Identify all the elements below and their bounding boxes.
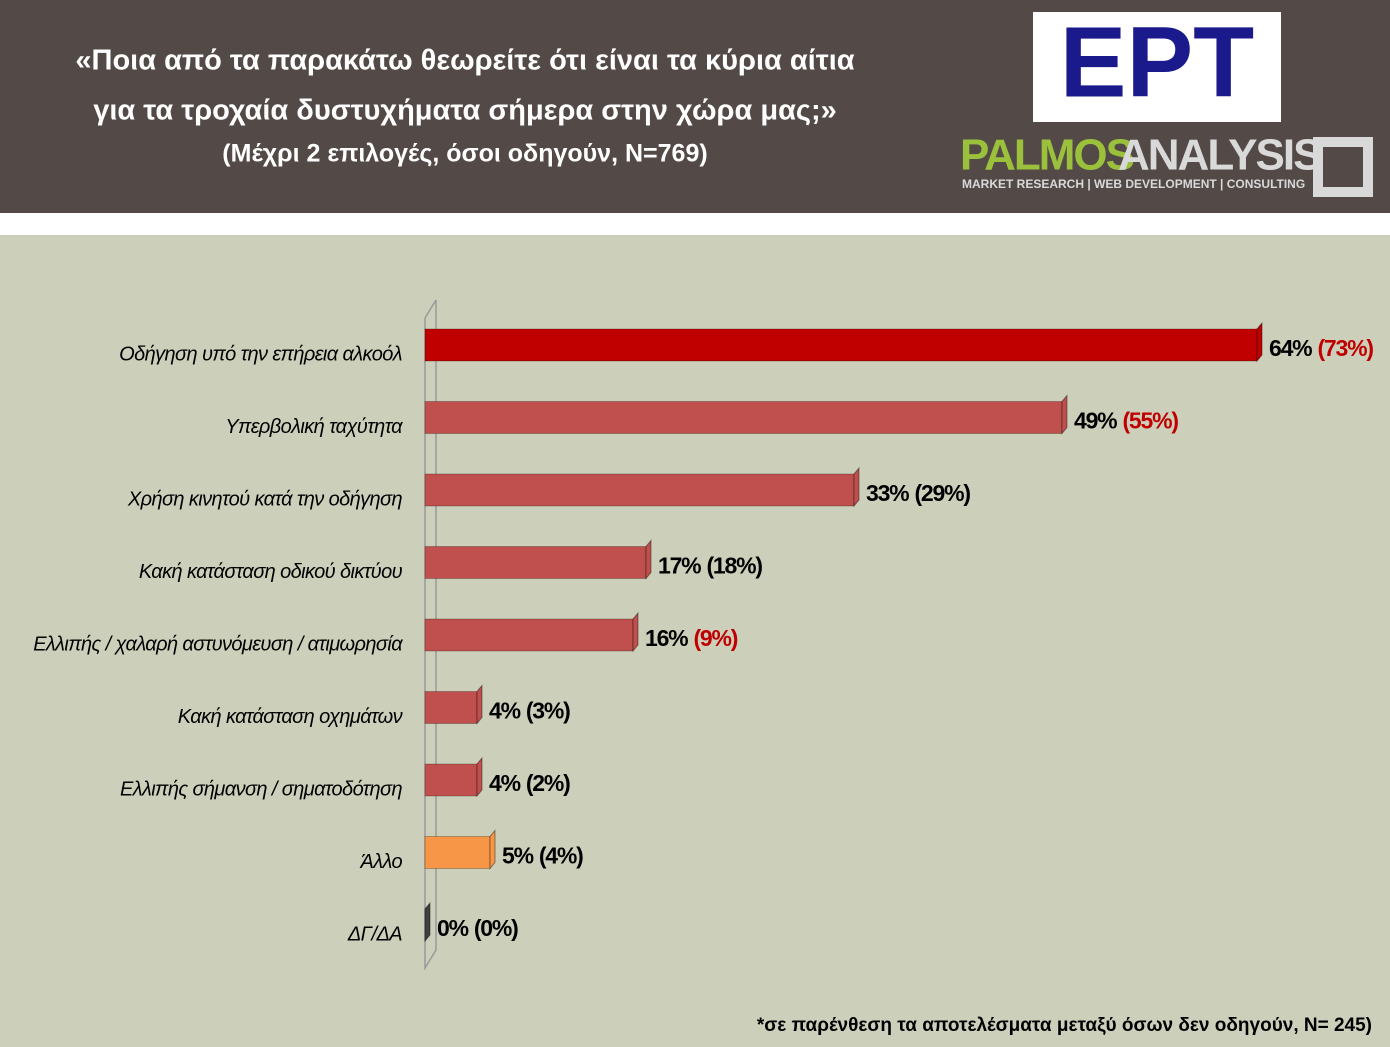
category-label: Ελλιπής σήμανση / σηματοδότηση <box>120 778 403 800</box>
value-label: 0% <box>437 915 469 941</box>
footnote: *σε παρένθεση τα αποτελέσματα μεταξύ όσω… <box>757 1015 1372 1036</box>
plot-background <box>0 235 1390 1047</box>
non-driver-label: (29%) <box>914 480 970 506</box>
brand-tagline: MARKET RESEARCH | WEB DEVELOPMENT | CONS… <box>962 177 1305 191</box>
non-driver-label: (18%) <box>706 553 762 579</box>
value-label: 16% <box>645 625 688 651</box>
value-label: 49% <box>1074 408 1117 434</box>
value-label: 33% <box>866 480 909 506</box>
bar <box>424 836 491 869</box>
category-label: ΔΓ/ΔΑ <box>347 923 402 945</box>
bar-side <box>424 901 431 943</box>
value-label: 4% <box>489 698 521 724</box>
bar-side <box>1061 394 1068 435</box>
brand-right: ANALYSIS <box>1118 131 1321 180</box>
title-line: για τα τροχαία δυστυχήματα σήμερα στην χ… <box>93 95 837 127</box>
ert-logo: ΕΡΤ <box>1060 6 1254 118</box>
bar <box>424 401 1063 434</box>
subtitle: (Μέχρι 2 επιλογές, όσοι οδηγούν, N=769) <box>222 140 707 168</box>
non-driver-label: (73%) <box>1317 335 1373 361</box>
category-label: Ελλιπής / χαλαρή αστυνόμευση / ατιμωρησί… <box>33 633 403 655</box>
non-driver-label: (4%) <box>539 843 583 869</box>
value-label: 17% <box>658 553 701 579</box>
bar-side <box>632 611 639 653</box>
bar-side <box>476 756 483 798</box>
category-label: Κακή κατάσταση οχημάτων <box>178 706 403 728</box>
value-label: 64% <box>1269 335 1312 361</box>
category-label: Οδήγηση υπό την επήρεια αλκοόλ <box>119 343 402 365</box>
ert-logo-box <box>1033 12 1281 122</box>
brand-icon <box>1313 137 1373 197</box>
bar-side <box>476 684 483 725</box>
bar-side <box>645 539 652 580</box>
non-driver-label: (2%) <box>526 770 570 796</box>
category-label: Κακή κατάσταση οδικού δικτύου <box>139 561 403 583</box>
bar <box>424 618 634 652</box>
non-driver-label: (9%) <box>693 625 737 651</box>
bar-side <box>853 466 860 508</box>
brand-left: PALMOS <box>960 131 1134 180</box>
bar <box>424 328 1258 362</box>
bar <box>424 691 478 724</box>
title-line: «Ποια από τα παρακάτω θεωρείτε ότι είναι… <box>75 45 854 77</box>
value-label: 5% <box>502 843 534 869</box>
bar <box>424 473 855 507</box>
non-driver-label: (3%) <box>526 698 570 724</box>
category-label: Υπερβολική ταχύτητα <box>225 416 403 438</box>
category-label: Άλλο <box>360 851 403 873</box>
bar-side <box>1256 321 1263 363</box>
non-driver-label: (0%) <box>474 915 518 941</box>
category-label: Χρήση κινητού κατά την οδήγηση <box>127 488 403 510</box>
bar <box>424 763 478 797</box>
non-driver-label: (55%) <box>1122 408 1178 434</box>
bar <box>424 546 647 579</box>
value-label: 4% <box>489 770 521 796</box>
bar-side <box>489 829 496 870</box>
